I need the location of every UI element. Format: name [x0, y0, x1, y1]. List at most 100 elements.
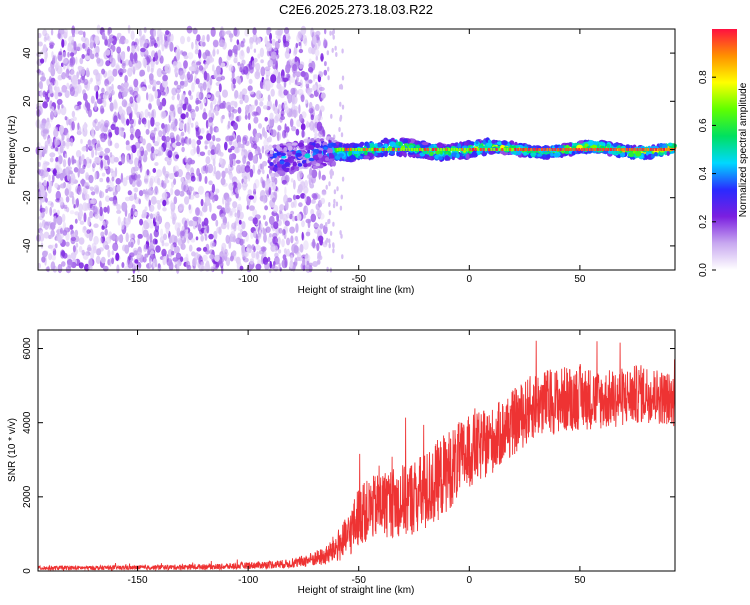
signal-peak-cell: [336, 148, 339, 151]
signal-cell: [270, 172, 275, 177]
signal-cell: [532, 153, 536, 156]
noise-cell: [67, 157, 71, 167]
noise-cell: [232, 250, 237, 257]
noise-cell: [294, 56, 298, 63]
signal-peak-cell: [368, 148, 371, 151]
noise-cell: [150, 146, 155, 154]
noise-cell: [333, 189, 337, 195]
noise-cell: [232, 78, 236, 85]
noise-cell: [100, 135, 107, 143]
noise-cell: [177, 239, 182, 246]
noise-cell: [303, 37, 308, 47]
noise-cell: [314, 132, 319, 137]
noise-cell: [205, 196, 211, 207]
signal-peak-cell: [389, 148, 392, 151]
noise-cell: [205, 156, 211, 165]
noise-cell: [138, 190, 144, 197]
signal-cell: [546, 154, 551, 159]
signal-cell: [315, 163, 320, 167]
noise-cell: [243, 94, 249, 104]
noise-cell: [69, 224, 74, 230]
noise-cell: [221, 114, 225, 120]
noise-cell: [237, 196, 242, 201]
signal-cell: [364, 150, 368, 156]
noise-cell: [312, 84, 317, 91]
noise-cell: [161, 97, 167, 107]
noise-cell: [331, 47, 334, 53]
snr-x-tick-label: -50: [351, 575, 366, 586]
noise-cell: [242, 154, 247, 165]
noise-cell: [147, 188, 154, 196]
snr-x-tick-label: 0: [467, 575, 473, 586]
noise-cell: [293, 245, 299, 254]
signal-cell: [308, 157, 315, 162]
noise-cell: [285, 126, 290, 133]
noise-cell: [100, 108, 105, 114]
noise-cell: [77, 185, 81, 193]
noise-cell: [278, 104, 282, 111]
noise-cell: [253, 116, 259, 124]
noise-cell: [267, 136, 272, 143]
noise-cell: [298, 41, 302, 47]
noise-cell: [39, 184, 45, 192]
noise-cell: [62, 51, 67, 58]
signal-peak-cell: [418, 148, 421, 151]
noise-cell: [298, 202, 303, 208]
noise-cell: [277, 236, 281, 246]
noise-cell: [113, 101, 118, 111]
noise-cell: [90, 198, 97, 205]
signal-peak-cell: [602, 148, 604, 151]
noise-cell: [253, 48, 257, 53]
noise-cell: [292, 108, 299, 118]
noise-cell: [241, 244, 246, 253]
signal-peak-cell: [514, 148, 517, 151]
noise-cell: [271, 38, 276, 46]
signal-cell: [456, 153, 460, 159]
noise-cell: [289, 226, 295, 234]
noise-cell: [138, 120, 142, 125]
noise-cell: [330, 174, 333, 179]
noise-cell: [208, 117, 214, 123]
noise-cell: [249, 258, 255, 265]
noise-cell: [298, 64, 304, 69]
noise-cell: [105, 49, 111, 56]
noise-cell: [100, 123, 105, 132]
noise-cell: [94, 35, 100, 45]
noise-cell: [163, 138, 168, 149]
noise-cell: [107, 187, 114, 192]
signal-cell: [366, 143, 370, 150]
noise-cell: [42, 44, 47, 53]
noise-cell: [174, 67, 180, 76]
noise-cell: [109, 235, 116, 240]
signal-cell: [429, 151, 434, 156]
signal-peak-cell: [599, 148, 602, 151]
signal-cell: [491, 139, 496, 144]
signal-peak-cell: [615, 148, 618, 151]
colorbar-tick-label: 0.6: [698, 118, 709, 132]
noise-cell: [54, 147, 59, 152]
noise-cell: [241, 230, 248, 238]
noise-cell: [171, 95, 175, 101]
signal-cell: [377, 143, 382, 148]
noise-cell: [89, 210, 94, 219]
noise-cell: [127, 67, 133, 77]
signal-cell: [414, 140, 418, 145]
noise-cell: [161, 123, 165, 130]
noise-cell: [188, 138, 192, 145]
noise-cell: [94, 171, 97, 180]
spectrogram-y-tick-label: 0: [22, 146, 33, 152]
noise-cell: [204, 176, 208, 184]
noise-cell: [161, 192, 168, 200]
signal-peak-cell: [509, 148, 512, 151]
noise-cell: [53, 128, 59, 138]
noise-cell: [110, 123, 116, 131]
noise-cell: [332, 248, 335, 254]
snr-x-ticks: -150 -100 -50 0 50: [128, 330, 586, 586]
noise-cell: [320, 197, 326, 205]
noise-cell: [225, 30, 232, 35]
signal-cell: [469, 141, 475, 145]
noise-cell: [50, 244, 56, 252]
noise-cell: [207, 163, 214, 174]
noise-cell: [190, 175, 196, 182]
